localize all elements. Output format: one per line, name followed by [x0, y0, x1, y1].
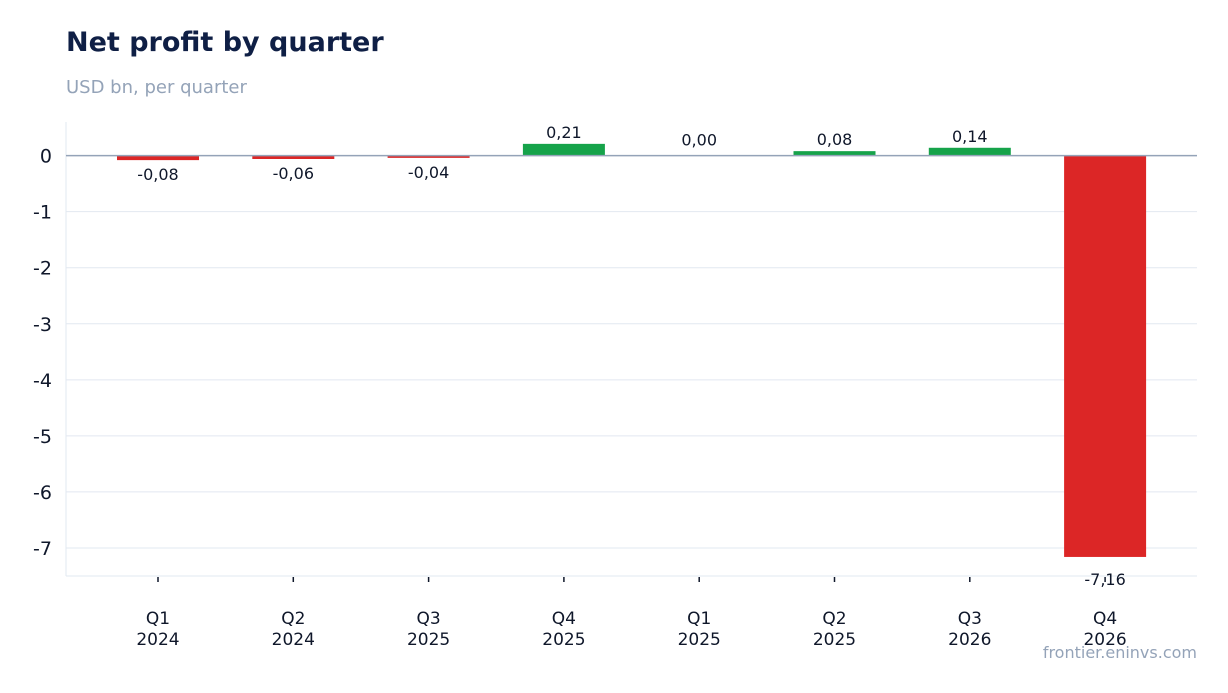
y-tick-label: -2: [33, 258, 52, 280]
x-tick-label: Q3 2026: [948, 609, 991, 650]
data-label: 0,14: [952, 127, 988, 146]
y-tick-label: -4: [33, 370, 52, 392]
gridlines: [66, 211, 1197, 549]
bar: [387, 155, 470, 158]
bar: [252, 155, 335, 159]
x-tick-label: Q4 2026: [1083, 609, 1126, 650]
data-labels: -0,08 -0,06 -0,04 0,21 0,00 0,08 0,14 -7,16: [66, 123, 1197, 589]
x-tick-label: Q2 2025: [813, 609, 856, 650]
y-tick-label: -5: [33, 426, 52, 448]
bar: [522, 143, 605, 156]
data-label: 0,21: [546, 123, 582, 142]
chart-subtitle: USD bn, per quarter: [66, 77, 247, 98]
data-label: -0,06: [273, 164, 314, 183]
data-label: -0,04: [408, 163, 449, 182]
bar: [1064, 155, 1147, 557]
data-label: -7,16: [1084, 570, 1125, 589]
y-tick-label: 0: [40, 146, 52, 168]
chart-title: Net profit by quarter: [66, 27, 384, 58]
axes: 0 -1 -2 -3 -4 -5 -6 -7 Q1 2024 Q2 2024 Q3 2025 Q4 2025 Q…: [33, 122, 1197, 650]
y-tick-label: -1: [33, 202, 52, 224]
y-tick-label: -6: [33, 482, 52, 504]
bar: [117, 155, 199, 161]
x-tick-label: Q4 2025: [542, 609, 585, 650]
x-tick-label: Q1 2024: [136, 609, 179, 650]
bar: [928, 147, 1011, 156]
data-label: -0,08: [137, 165, 178, 184]
y-tick-label: -7: [33, 538, 52, 560]
data-label: 0,00: [681, 131, 717, 150]
x-tick-label: Q2 2024: [272, 609, 315, 650]
data-label: 0,08: [817, 130, 853, 149]
x-tick-label: Q1 2025: [678, 609, 721, 650]
source-credit: frontier.eninvs.com: [1042, 643, 1197, 662]
bars: [117, 143, 1147, 557]
y-tick-label: -3: [33, 314, 52, 336]
bar: [793, 151, 876, 156]
x-tick-label: Q3 2025: [407, 609, 450, 650]
